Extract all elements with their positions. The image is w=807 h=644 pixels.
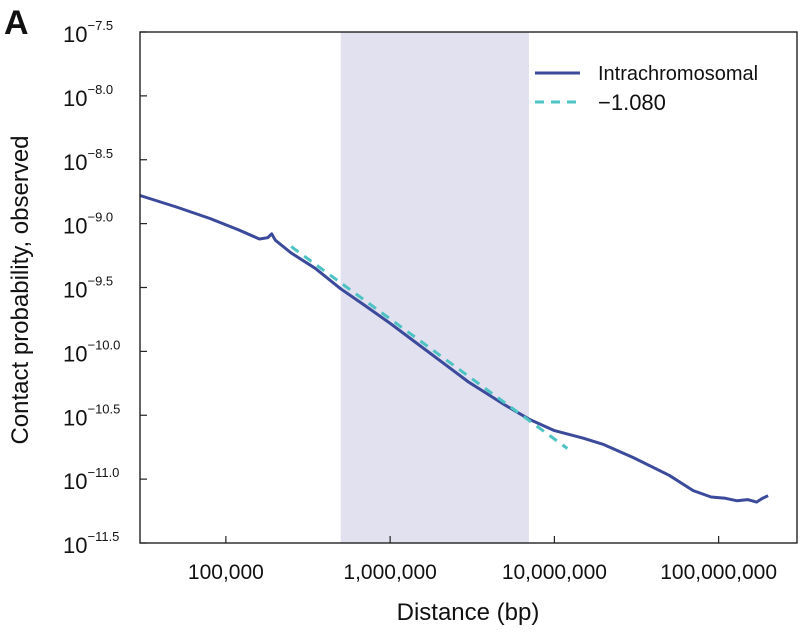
- y-axis-label: Contact probability, observed: [7, 135, 34, 444]
- y-tick-label-6: 10−10.5: [63, 401, 120, 430]
- panel-label: A: [4, 4, 29, 42]
- x-axis-label: Distance (bp): [397, 599, 540, 626]
- x-tick-label-0: 100,000: [188, 561, 264, 584]
- x-tick-label-2: 10,000,000: [502, 561, 607, 584]
- y-tick-label-8: 10−11.5: [63, 529, 119, 558]
- legend-label-fit: −1.080: [598, 90, 666, 115]
- series-line-intrachromosomal: [139, 194, 769, 504]
- x-tick-label-3: 100,000,000: [660, 561, 777, 584]
- ticks-layer: 100,000 1,000,000 10,000,000 100,000,000 10−…: [63, 18, 777, 584]
- y-tick-label-1: 10−8.0: [63, 82, 113, 111]
- shaded-region: [340, 32, 529, 543]
- y-tick-label-0: 10−7.5: [63, 18, 113, 47]
- legend-label-intrachromosomal: Intrachromosomal: [598, 63, 758, 85]
- y-tick-label-2: 10−8.5: [63, 146, 113, 175]
- x-tick-label-1: 1,000,000: [343, 561, 436, 584]
- y-tick-label-7: 10−11.0: [63, 465, 119, 494]
- series-layer: [139, 194, 769, 504]
- y-tick-label-5: 10−10.0: [63, 337, 120, 366]
- legend: Intrachromosomal −1.080: [535, 63, 758, 115]
- y-tick-label-3: 10−9.0: [63, 210, 113, 239]
- y-tick-label-4: 10−9.5: [63, 274, 113, 303]
